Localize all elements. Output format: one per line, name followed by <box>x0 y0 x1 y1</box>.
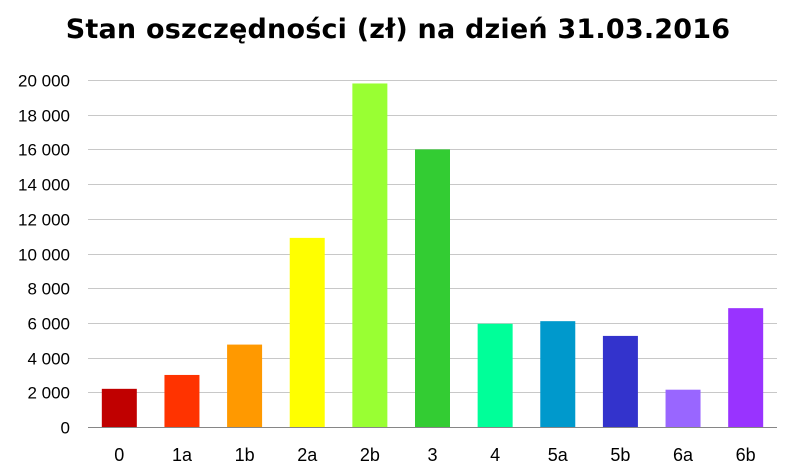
y-tick-label: 20 000 <box>18 72 70 91</box>
x-tick-label: 4 <box>490 445 500 465</box>
bar-6b <box>728 308 764 427</box>
y-tick-label: 12 000 <box>18 211 70 230</box>
x-tick-label: 1a <box>172 445 193 465</box>
x-tick-label: 5a <box>548 445 569 465</box>
x-tick-label: 5b <box>610 445 630 465</box>
y-tick-label: 10 000 <box>18 246 70 265</box>
bar-5b <box>602 335 638 427</box>
bar-5a <box>540 321 576 427</box>
bars <box>101 83 764 427</box>
y-tick-label: 6 000 <box>27 315 70 334</box>
x-tick-label: 3 <box>427 445 437 465</box>
x-tick-label: 1b <box>235 445 255 465</box>
y-axis-tick-labels: 0 2 000 4 000 6 000 8 000 10 000 12 000 14 000 1… <box>18 72 70 438</box>
bar-2a <box>289 237 325 427</box>
y-tick-label: 16 000 <box>18 141 70 160</box>
bar-0 <box>101 388 137 427</box>
chart-title: Stan oszczędności (zł) na dzień 31.03.20… <box>65 14 731 45</box>
x-tick-label: 6a <box>673 445 694 465</box>
y-tick-label: 4 000 <box>27 350 70 369</box>
y-tick-label: 18 000 <box>18 107 70 126</box>
bar-3 <box>415 149 450 427</box>
bar-1a <box>164 374 200 427</box>
x-tick-label: 2b <box>360 445 380 465</box>
bar-4 <box>477 323 513 427</box>
y-tick-label: 0 <box>61 419 70 438</box>
x-axis-category-labels: 0 1a 1b 2a 2b 3 4 5a 5b 6a 6b <box>114 445 755 465</box>
y-tick-label: 8 000 <box>27 280 70 299</box>
y-tick-label: 2 000 <box>27 384 70 403</box>
bar-6a <box>665 389 701 427</box>
x-tick-label: 2a <box>297 445 318 465</box>
x-tick-label: 6b <box>736 445 756 465</box>
y-tick-label: 14 000 <box>18 176 70 195</box>
x-tick-label: 0 <box>114 445 124 465</box>
bar-2b <box>352 83 388 427</box>
bar-1b <box>227 344 263 427</box>
